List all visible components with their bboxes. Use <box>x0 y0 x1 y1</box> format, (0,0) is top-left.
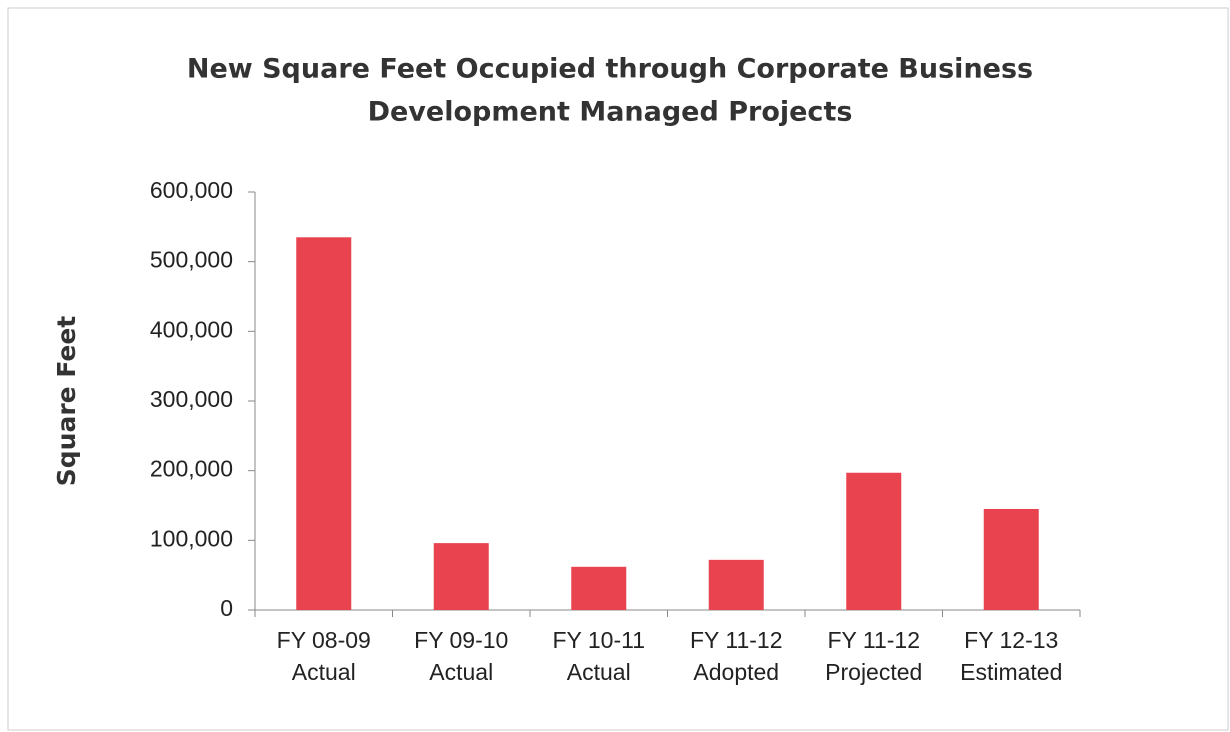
x-tick-label: Actual <box>567 659 631 685</box>
y-tick-label: 600,000 <box>150 177 233 203</box>
y-tick-label: 400,000 <box>150 316 233 342</box>
chart-title: Development Managed Projects <box>368 97 853 128</box>
x-tick-label: FY 11-12 <box>828 627 920 653</box>
y-tick-label: 500,000 <box>150 247 233 273</box>
y-tick-label: 100,000 <box>150 525 233 551</box>
bar <box>983 508 1039 610</box>
x-tick-label: Actual <box>429 659 493 685</box>
x-tick-label: FY 09-10 <box>414 627 508 653</box>
chart-title: New Square Feet Occupied through Corpora… <box>187 54 1033 85</box>
bar <box>846 472 902 610</box>
bar <box>708 559 764 610</box>
x-tick-label: FY 08-09 <box>277 627 371 653</box>
x-tick-label: Estimated <box>960 659 1062 685</box>
chart-border <box>7 7 1229 731</box>
bar <box>433 543 489 610</box>
x-tick-label: Adopted <box>693 659 779 685</box>
x-tick-label: FY 12-13 <box>964 627 1058 653</box>
bar <box>571 566 627 610</box>
x-tick-label: Actual <box>292 659 356 685</box>
x-tick-label: Projected <box>825 659 922 685</box>
x-tick-label: FY 11-12 <box>690 627 782 653</box>
y-tick-label: 300,000 <box>150 386 233 412</box>
y-axis-label: Square Feet <box>52 316 81 487</box>
y-tick-label: 200,000 <box>150 456 233 482</box>
x-tick-label: FY 10-11 <box>553 627 645 653</box>
bar <box>296 237 352 611</box>
y-tick-label: 0 <box>220 595 233 621</box>
